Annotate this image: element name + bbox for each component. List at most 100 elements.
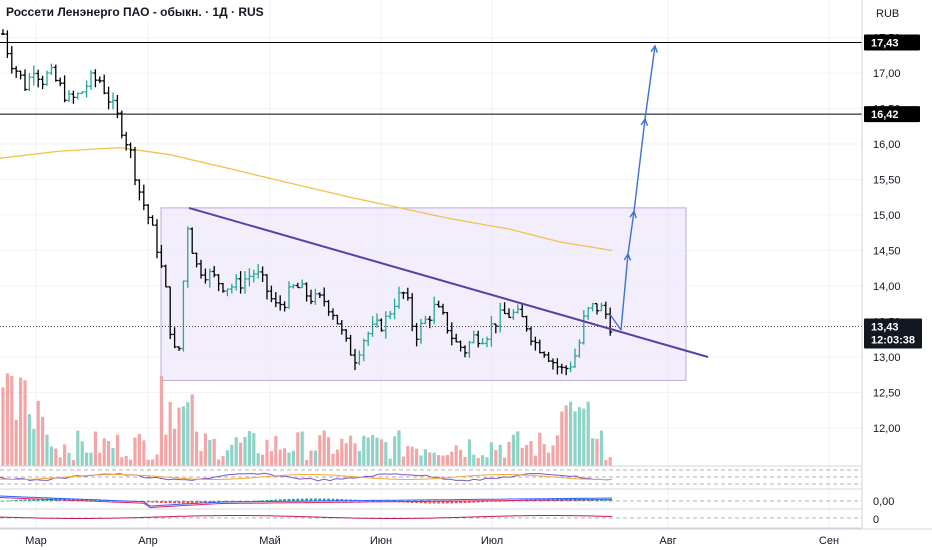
- ohlc-bar: [93, 69, 98, 88]
- ohlc-bar: [392, 298, 397, 320]
- volume-bar: [239, 442, 243, 466]
- volume-bar: [305, 459, 309, 466]
- ohlc-bar: [84, 80, 89, 98]
- price-axis-unit: RUB: [876, 8, 899, 20]
- ohlc-bar: [383, 311, 388, 339]
- countdown-label: 12:03:38: [871, 334, 915, 346]
- price-tick-label: 12,00: [873, 423, 901, 435]
- macd-histogram-bar: [151, 501, 154, 503]
- ohlc-bar: [441, 303, 445, 315]
- time-axis[interactable]: Мар Апр Май Июн Июл Авг Сен: [0, 528, 932, 547]
- macd-histogram-bar: [340, 499, 344, 501]
- macd-histogram-bar: [182, 501, 185, 504]
- current-price-label: 13,43: [871, 321, 899, 333]
- macd-histogram-bar: [292, 498, 295, 501]
- volume-bar: [146, 459, 150, 466]
- ohlc-bar: [463, 345, 467, 358]
- volume-bar: [102, 438, 106, 466]
- ohlc-bar: [133, 146, 137, 186]
- volume-bar: [129, 459, 133, 466]
- oscillator-signal: [0, 474, 613, 480]
- ohlc-bar: [168, 286, 173, 339]
- volume-bar: [217, 459, 221, 466]
- volume-bar: [498, 444, 502, 466]
- volume-bar: [58, 457, 62, 466]
- ohlc-bar: [485, 336, 489, 348]
- macd-histogram-bar: [146, 501, 150, 503]
- ohlc-bar: [577, 339, 582, 358]
- ohlc-bar: [432, 296, 437, 325]
- ohlc-bar: [229, 283, 234, 294]
- price-tick-label: 16,00: [873, 139, 901, 151]
- volume-bar: [401, 456, 405, 466]
- volume-bar: [283, 448, 287, 466]
- volume-bar: [397, 430, 401, 466]
- ohlc-bar: [146, 204, 151, 225]
- macd-histogram-bar: [472, 501, 476, 503]
- ohlc-bar: [454, 333, 459, 343]
- ohlc-bar: [423, 315, 428, 325]
- volume-bar: [481, 455, 485, 466]
- macd-histogram-bar: [318, 498, 322, 501]
- ohlc-bar: [282, 301, 287, 312]
- ohlc-bar: [53, 64, 58, 82]
- ohlc-bar: [75, 92, 80, 100]
- ohlc-bar: [304, 282, 309, 302]
- volume-bar: [291, 450, 295, 466]
- ohlc-bar: [159, 244, 164, 269]
- volume-bars: [1, 373, 612, 466]
- consolidation-rect: [160, 207, 687, 381]
- volume-bar: [340, 438, 344, 466]
- ohlc-bar: [31, 65, 36, 86]
- price-axis[interactable]: RUB12,0012,5013,0013,5014,0014,5015,0015…: [861, 0, 932, 550]
- ohlc-bar: [388, 310, 393, 320]
- ohlc-bar: [141, 184, 146, 211]
- ohlc-bar: [1, 29, 5, 36]
- indicator-axis-label: 0: [873, 514, 879, 526]
- volume-bar: [476, 457, 480, 466]
- volume-bar: [177, 407, 181, 466]
- ohlc-bar: [278, 295, 283, 311]
- ohlc-bar: [322, 287, 327, 307]
- volume-bar: [313, 450, 317, 466]
- volume-bar: [208, 440, 212, 466]
- ohlc-bar: [326, 300, 331, 316]
- volume-bar: [54, 448, 58, 466]
- arrow-segment: [633, 119, 646, 212]
- volume-bar: [76, 430, 80, 466]
- ohlc-bar: [590, 302, 595, 312]
- macd-histogram-bar: [419, 501, 423, 504]
- macd-histogram-bar: [424, 501, 427, 504]
- volume-bar: [489, 442, 493, 466]
- volume-bar: [115, 434, 119, 466]
- volume-bar: [225, 450, 229, 466]
- ohlc-bar: [80, 91, 85, 95]
- volume-bar: [586, 401, 590, 466]
- ohlc-bar: [238, 271, 243, 294]
- volume-bar: [164, 434, 168, 466]
- ohlc-bar: [397, 286, 401, 309]
- ohlc-bar: [89, 70, 93, 91]
- ohlc-bar: [102, 74, 107, 95]
- descending-trendline: [188, 206, 709, 358]
- volume-bar: [155, 454, 159, 466]
- macd-line: [0, 495, 613, 507]
- volume-bar: [120, 457, 124, 466]
- volume-bar: [432, 452, 436, 466]
- volume-bar: [190, 394, 194, 466]
- ohlc-bar: [344, 329, 349, 342]
- volume-bar: [538, 432, 542, 466]
- volume-bar: [151, 459, 155, 466]
- volume-bar: [36, 400, 40, 466]
- ohlc-bar: [203, 268, 208, 284]
- volume-bar: [71, 459, 75, 466]
- volume-bar: [80, 441, 84, 466]
- ohlc-bar: [335, 314, 340, 325]
- macd-histogram-bar: [503, 500, 506, 502]
- volume-bar: [560, 411, 564, 466]
- macd-histogram-bar: [173, 501, 176, 504]
- ohlc-bar: [361, 338, 366, 362]
- volume-bar: [111, 448, 115, 466]
- macd-histogram-bar: [168, 501, 172, 504]
